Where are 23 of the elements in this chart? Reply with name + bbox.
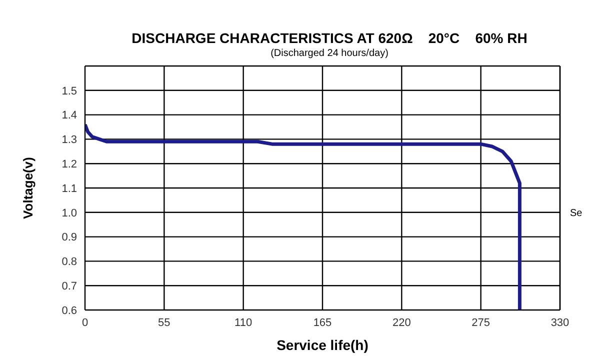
x-tick-label: 0 [82, 316, 88, 329]
x-tick-label: 275 [472, 316, 490, 329]
y-tick-label: 0.6 [62, 304, 77, 317]
y-tick-label: 0.9 [62, 232, 77, 244]
y-axis-title: Voltage(v) [20, 157, 36, 219]
chart-subtitle: (Discharged 24 hours/day) [270, 48, 390, 59]
y-tick-label: 1.4 [62, 110, 77, 122]
y-tick-label: 1.2 [62, 158, 77, 171]
x-tick-label: 110 [234, 316, 252, 329]
text: Se [570, 208, 582, 219]
x-tick-label: 165 [313, 316, 332, 329]
y-tick-label: 1.0 [62, 207, 77, 220]
x-tick-label: 55 [158, 316, 170, 329]
line-series [85, 122, 522, 310]
y-tick-label: 1.3 [62, 134, 77, 146]
y-tick-label: 1.1 [62, 182, 77, 195]
y-tick-label: 0.8 [62, 256, 77, 268]
chart-title: DISCHARGE CHARACTERISTICS AT 620Ω 20°C 60% RH [130, 30, 528, 46]
y-tick-label: 1.5 [62, 85, 77, 98]
x-axis-title: Service life(h) [276, 337, 368, 353]
y-tick-label: 0.7 [62, 280, 77, 293]
x-tick-label: 220 [392, 316, 411, 329]
x-tick-label: 330 [550, 316, 570, 329]
